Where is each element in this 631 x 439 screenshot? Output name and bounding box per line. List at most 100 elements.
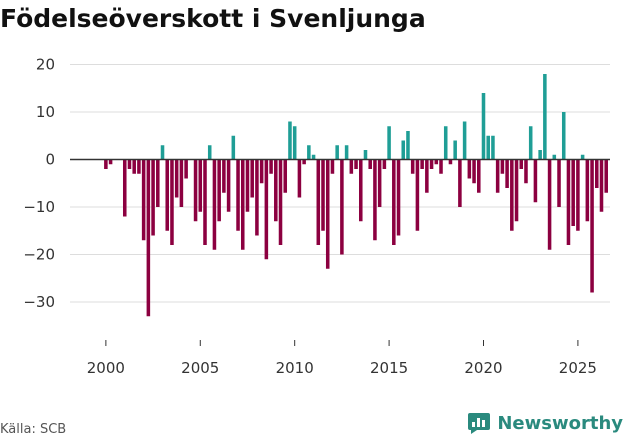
bar bbox=[264, 159, 269, 260]
bar-chart-speech-icon bbox=[468, 413, 491, 434]
bar bbox=[519, 159, 524, 169]
bar bbox=[500, 159, 505, 174]
bar bbox=[217, 159, 221, 222]
bar bbox=[373, 159, 377, 241]
bar bbox=[486, 135, 490, 160]
bar bbox=[429, 159, 434, 169]
bar bbox=[576, 159, 580, 231]
bar bbox=[259, 159, 264, 184]
bar bbox=[255, 159, 259, 236]
bar bbox=[387, 126, 391, 160]
bar bbox=[160, 145, 165, 160]
bar bbox=[321, 159, 325, 231]
y-tick-label: 10 bbox=[36, 103, 55, 121]
bar bbox=[108, 159, 113, 165]
y-tick-label: 20 bbox=[36, 56, 55, 74]
bar bbox=[524, 159, 528, 184]
bar bbox=[377, 159, 382, 207]
bar bbox=[547, 159, 552, 250]
grid-layer bbox=[70, 64, 610, 303]
x-tick-label: 2010 bbox=[276, 359, 314, 377]
bar bbox=[477, 159, 481, 193]
bar bbox=[392, 159, 396, 245]
bar bbox=[401, 140, 406, 160]
bar bbox=[203, 159, 207, 245]
bar bbox=[269, 159, 273, 174]
bar bbox=[165, 159, 170, 231]
bar bbox=[453, 140, 457, 160]
bar bbox=[561, 112, 566, 160]
bar bbox=[566, 159, 571, 245]
bar bbox=[307, 145, 311, 160]
brand-logo[interactable]: Newsworthy bbox=[467, 411, 623, 435]
bar bbox=[599, 159, 604, 212]
bar bbox=[580, 154, 585, 160]
bar bbox=[443, 126, 448, 160]
bar bbox=[396, 159, 401, 236]
bar bbox=[382, 159, 387, 169]
bar bbox=[288, 121, 292, 160]
bars-layer bbox=[104, 74, 608, 317]
bar bbox=[425, 159, 429, 193]
bar bbox=[415, 159, 420, 231]
bar bbox=[302, 159, 306, 165]
bar bbox=[349, 159, 354, 174]
bar bbox=[325, 159, 330, 269]
bar bbox=[222, 159, 226, 193]
bar bbox=[274, 159, 278, 222]
bar bbox=[595, 159, 599, 188]
source-note: Källa: SCB bbox=[0, 422, 67, 437]
bar bbox=[193, 159, 198, 222]
bar bbox=[505, 159, 509, 188]
bar bbox=[340, 159, 344, 255]
bar bbox=[283, 159, 288, 193]
bar bbox=[363, 150, 368, 160]
bar bbox=[137, 159, 141, 174]
bar bbox=[104, 159, 108, 169]
bar bbox=[292, 126, 297, 160]
bar bbox=[226, 159, 231, 212]
bar bbox=[467, 159, 472, 179]
bar bbox=[495, 159, 500, 193]
bar bbox=[156, 159, 160, 207]
bar bbox=[538, 150, 542, 160]
bar bbox=[297, 159, 302, 198]
bar bbox=[571, 159, 575, 226]
y-tick-label: −20 bbox=[23, 246, 55, 264]
bar bbox=[236, 159, 240, 231]
bar bbox=[207, 145, 212, 160]
bar bbox=[543, 74, 547, 160]
bar bbox=[132, 159, 136, 174]
y-tick-label: −10 bbox=[23, 198, 55, 216]
bar bbox=[604, 159, 608, 193]
bar bbox=[240, 159, 245, 250]
bar bbox=[434, 159, 439, 165]
bar bbox=[184, 159, 188, 179]
bar bbox=[406, 131, 410, 160]
bar bbox=[311, 154, 316, 160]
bar bbox=[231, 135, 236, 160]
bar bbox=[330, 159, 335, 174]
bar bbox=[250, 159, 254, 198]
bar bbox=[151, 159, 155, 236]
bar bbox=[354, 159, 358, 169]
x-tick-label: 2005 bbox=[181, 359, 219, 377]
bar bbox=[146, 159, 151, 317]
bar bbox=[510, 159, 514, 231]
x-tick-label: 2000 bbox=[87, 359, 125, 377]
bar bbox=[590, 159, 594, 293]
bar bbox=[410, 159, 415, 174]
bar bbox=[359, 159, 363, 222]
chart-title: Födelseöverskott i Svenljunga bbox=[0, 4, 426, 33]
bar bbox=[462, 121, 467, 160]
bar bbox=[481, 93, 486, 160]
bar bbox=[179, 159, 184, 207]
bar bbox=[198, 159, 203, 212]
y-tick-label: 0 bbox=[45, 151, 55, 169]
x-tick-label: 2015 bbox=[370, 359, 408, 377]
bar bbox=[141, 159, 146, 241]
x-tick-label: 2025 bbox=[559, 359, 597, 377]
bar bbox=[557, 159, 561, 207]
